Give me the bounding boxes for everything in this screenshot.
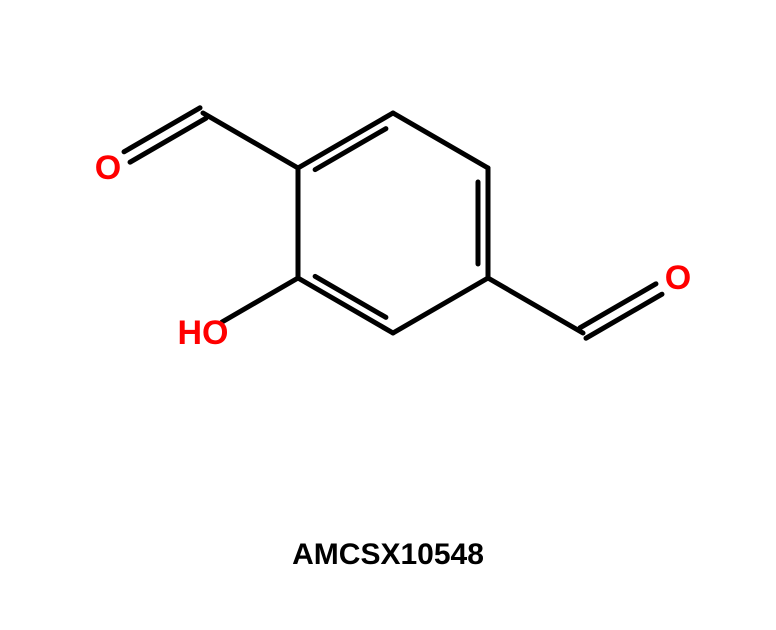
atom-o10: O: [665, 261, 691, 295]
molecule-caption: AMCSX10548: [292, 538, 484, 572]
bond-layer: [0, 0, 776, 630]
molecule-canvas: O O HO AMCSX10548: [0, 0, 776, 630]
atom-o8: O: [95, 151, 121, 185]
atom-o11: HO: [178, 316, 229, 350]
